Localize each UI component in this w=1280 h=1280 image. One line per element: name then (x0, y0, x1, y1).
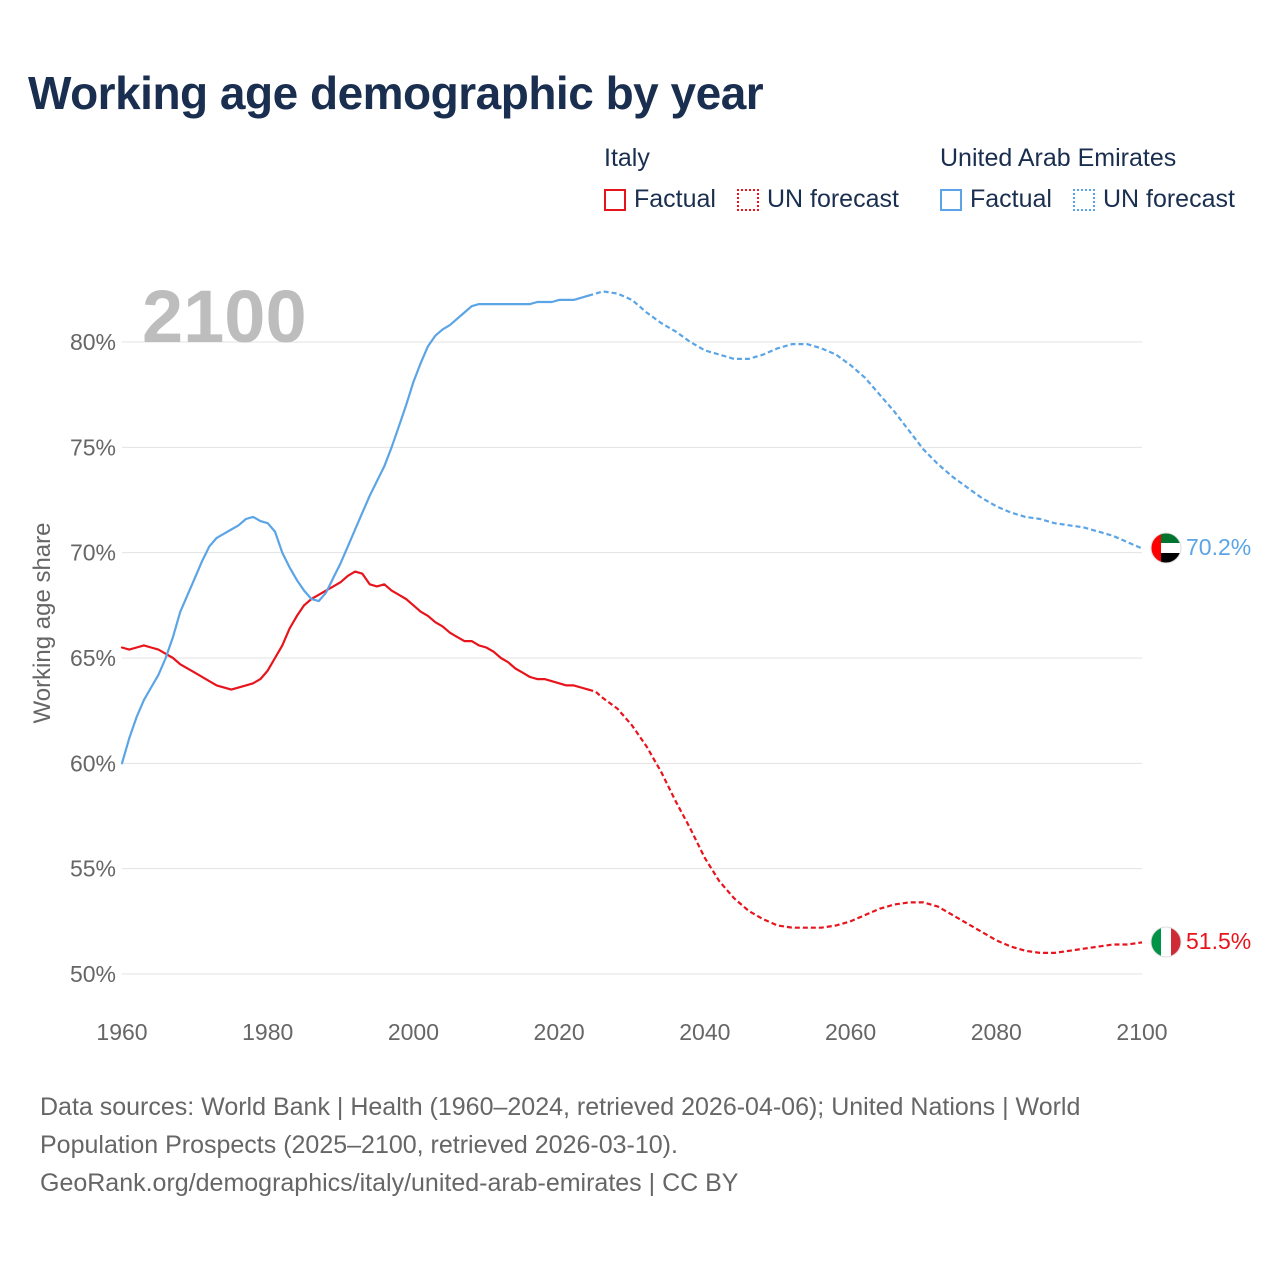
chart-title: Working age demographic by year (28, 67, 764, 119)
y-tick-label: 65% (70, 645, 116, 671)
united-arab-emirates-forecast-line (587, 290, 1143, 550)
united-arab-emirates-factual-line (120, 294, 590, 765)
legend-item-italy-forecast[interactable]: UN forecast (736, 185, 899, 214)
line-chart: 50% 55% 60% 65% 70% 75% 80% 1960 1980 2000 2020 20… (29, 275, 1251, 1045)
legend-swatch-dotted (736, 188, 759, 211)
legend-item-uae-forecast[interactable]: UN forecast (1072, 185, 1235, 214)
y-tick-label: 75% (70, 434, 116, 460)
legend-swatch-solid (604, 188, 626, 211)
legend-label: Factual (970, 185, 1052, 213)
legend-item-uae-factual[interactable]: Factual (940, 185, 1052, 214)
y-axis-title: Working age share (29, 523, 56, 724)
sources-line-2: Population Prospects (2025–2100, retriev… (40, 1131, 678, 1159)
x-tick-label: 2100 (1116, 1019, 1167, 1045)
data-sources-footer: Data sources: World Bank | Health (1960–… (40, 1088, 1220, 1202)
italy-end-label: 51.5% (1186, 928, 1251, 954)
x-tick-label: 2080 (971, 1019, 1022, 1045)
y-tick-label: 80% (70, 329, 116, 355)
series-lines (120, 290, 1143, 954)
legend-group-title: United Arab Emirates (940, 144, 1177, 172)
sources-line-3[interactable]: GeoRank.org/demographics/italy/united-ar… (40, 1169, 739, 1197)
legend-label: Factual (634, 185, 716, 213)
legend-label: UN forecast (1102, 185, 1235, 213)
legend-item-italy-factual[interactable]: Factual (604, 185, 716, 214)
x-tick-label: 2060 (825, 1019, 876, 1045)
y-tick-label: 60% (70, 750, 116, 776)
uae-flag-icon (1150, 532, 1182, 564)
x-axis: 1960 1980 2000 2020 2040 2060 2080 2100 (96, 1019, 1167, 1045)
x-tick-label: 2000 (388, 1019, 439, 1045)
y-tick-label: 50% (70, 961, 116, 987)
x-tick-label: 2020 (534, 1019, 585, 1045)
italy-flag-icon (1150, 926, 1182, 958)
legend-group-uae: United Arab Emirates Factual UN forecast (940, 144, 1235, 218)
x-tick-label: 1980 (242, 1019, 293, 1045)
italy-forecast-line (587, 688, 1143, 954)
gridlines (122, 341, 1142, 975)
italy-factual-line (120, 570, 590, 691)
legend-group-title: Italy (604, 144, 650, 172)
y-axis: 50% 55% 60% 65% 70% 75% 80% (70, 329, 116, 987)
uae-end-label: 70.2% (1186, 534, 1251, 560)
x-tick-label: 1960 (96, 1019, 147, 1045)
legend-group-italy: Italy Factual UN forecast (604, 144, 913, 218)
sources-line-1: Data sources: World Bank | Health (1960–… (40, 1093, 1081, 1121)
y-tick-label: 70% (70, 540, 116, 566)
x-tick-label: 2040 (679, 1019, 730, 1045)
year-watermark: 2100 (142, 275, 307, 358)
y-tick-label: 55% (70, 856, 116, 882)
legend-swatch-solid (940, 188, 962, 211)
legend-label: UN forecast (766, 185, 899, 213)
legend-swatch-dotted (1072, 188, 1095, 211)
